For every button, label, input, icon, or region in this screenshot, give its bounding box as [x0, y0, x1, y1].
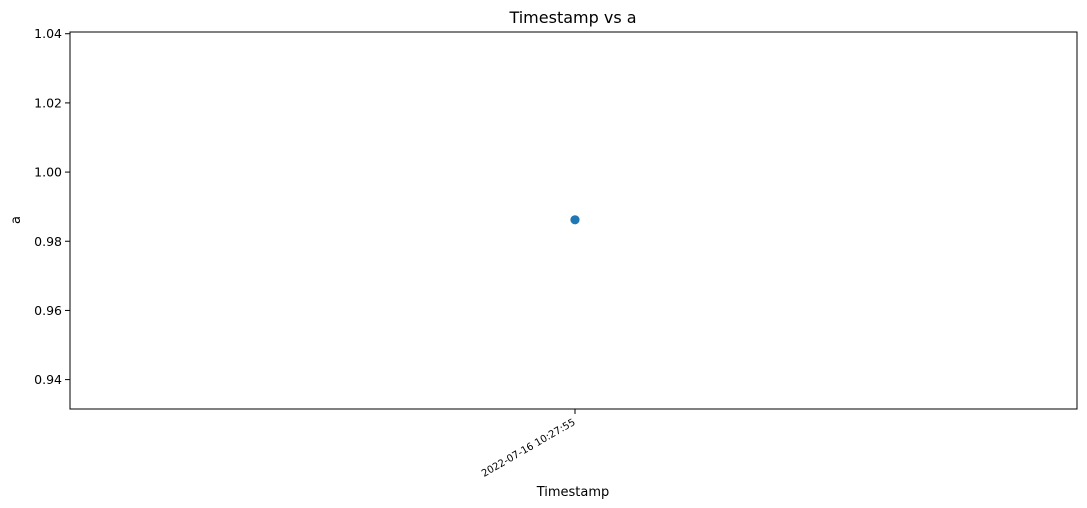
y-tick-label: 1.00	[34, 165, 62, 180]
y-tick-label: 1.02	[34, 95, 62, 110]
y-axis-label: a	[9, 216, 24, 224]
plot-frame	[69, 31, 1078, 410]
y-tick-label: 0.98	[34, 234, 62, 249]
data-points	[570, 215, 580, 225]
x-axis-label: Timestamp	[536, 485, 610, 500]
x-axis: 2022-07-16 10:27:55	[480, 409, 578, 480]
y-axis: 0.94 0.96 0.98 1.00 1.02 1.04	[34, 26, 70, 387]
y-tick-label: 0.94	[34, 372, 62, 387]
y-tick-label: 1.04	[34, 26, 62, 41]
scatter-point	[570, 215, 580, 225]
chart-title: Timestamp vs a	[508, 8, 636, 27]
y-tick-label: 0.96	[34, 303, 62, 318]
x-tick-label: 2022-07-16 10:27:55	[480, 417, 577, 480]
